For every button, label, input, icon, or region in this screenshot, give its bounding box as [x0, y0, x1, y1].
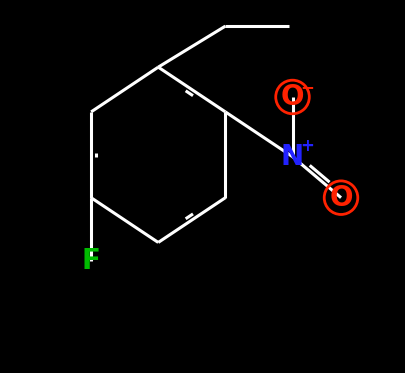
- Text: O: O: [328, 184, 352, 212]
- Text: N: N: [280, 142, 303, 171]
- Text: −: −: [299, 78, 313, 95]
- Text: +: +: [299, 137, 313, 155]
- Text: F: F: [81, 247, 100, 275]
- Text: O: O: [280, 83, 303, 111]
